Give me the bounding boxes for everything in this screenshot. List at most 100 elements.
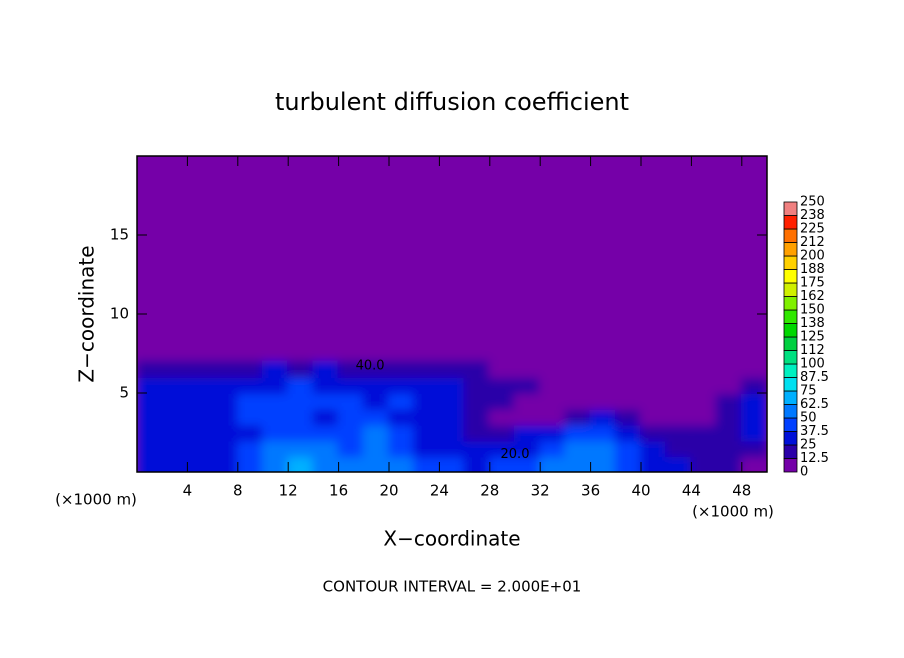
field-cell bbox=[312, 376, 340, 394]
field-cell bbox=[665, 423, 693, 442]
field-cell bbox=[614, 423, 642, 442]
x-tick-label: 48 bbox=[732, 482, 751, 500]
field-cell bbox=[262, 376, 290, 394]
field-cell bbox=[413, 439, 441, 458]
field-cell bbox=[211, 392, 239, 410]
colorbar-box bbox=[783, 444, 798, 459]
field-cell bbox=[690, 423, 718, 442]
field-cell bbox=[186, 439, 214, 458]
field-cell bbox=[564, 360, 592, 379]
field-cell bbox=[287, 455, 315, 472]
field-cell bbox=[640, 407, 668, 426]
field-cell bbox=[438, 376, 466, 394]
colorbar-label: 25 bbox=[800, 438, 817, 453]
colorbar-box bbox=[783, 417, 798, 432]
field-cell bbox=[236, 423, 264, 442]
field-cell bbox=[262, 392, 290, 410]
field-cell bbox=[438, 392, 466, 410]
field-cell bbox=[186, 392, 214, 410]
colorbar-label: 212 bbox=[800, 235, 825, 250]
field-cell bbox=[514, 455, 542, 472]
field-cell bbox=[312, 423, 340, 442]
field-cell bbox=[488, 392, 516, 410]
field-cell bbox=[589, 455, 617, 472]
colorbar-label: 250 bbox=[800, 195, 825, 210]
field-cell bbox=[740, 455, 767, 472]
field-cell bbox=[488, 439, 516, 458]
field-cell bbox=[665, 360, 693, 379]
field-cell bbox=[137, 360, 164, 379]
field-cell bbox=[539, 455, 567, 472]
field-cell bbox=[236, 439, 264, 458]
field-cell bbox=[137, 407, 164, 426]
field-cell bbox=[161, 423, 189, 442]
field-cell bbox=[413, 376, 441, 394]
field-cell bbox=[362, 439, 390, 458]
field-cell bbox=[211, 423, 239, 442]
field-cell bbox=[236, 392, 264, 410]
field-cell bbox=[463, 360, 491, 379]
colorbar-box bbox=[783, 350, 798, 365]
field-cell bbox=[488, 376, 516, 394]
field-cell bbox=[539, 407, 567, 426]
field-cell bbox=[438, 360, 466, 379]
field-cell bbox=[514, 376, 542, 394]
colorbar-label: 100 bbox=[800, 357, 825, 372]
field-cell bbox=[186, 376, 214, 394]
field-cell bbox=[161, 455, 189, 472]
x-tick-label: 40 bbox=[631, 482, 650, 500]
field-cell bbox=[413, 407, 441, 426]
colorbar-box bbox=[783, 336, 798, 351]
field-cell bbox=[312, 407, 340, 426]
field-cell bbox=[262, 407, 290, 426]
field-cell bbox=[137, 439, 164, 458]
colorbar-label: 200 bbox=[800, 249, 825, 264]
field-cell bbox=[362, 376, 390, 394]
field-cell bbox=[589, 392, 617, 410]
field-cell bbox=[589, 439, 617, 458]
colorbar-box bbox=[783, 228, 798, 243]
field-cell bbox=[715, 439, 743, 458]
colorbar-box bbox=[783, 309, 798, 324]
field-cell bbox=[715, 376, 743, 394]
field-cell bbox=[740, 360, 767, 379]
field-cell bbox=[740, 376, 767, 394]
field-cell bbox=[665, 376, 693, 394]
colorbar-label: 150 bbox=[800, 303, 825, 318]
field-cell bbox=[337, 423, 365, 442]
colorbar-label: 0 bbox=[800, 465, 808, 480]
field-cell bbox=[715, 455, 743, 472]
field-cell bbox=[715, 392, 743, 410]
field-cell bbox=[186, 423, 214, 442]
field-cell bbox=[137, 423, 164, 442]
field-cell bbox=[337, 360, 365, 379]
field-cell bbox=[388, 407, 416, 426]
field-cell bbox=[514, 423, 542, 442]
colorbar-label: 75 bbox=[800, 384, 817, 399]
field-cell bbox=[287, 407, 315, 426]
field-cell bbox=[539, 360, 567, 379]
field-cell bbox=[539, 423, 567, 442]
colorbar-label: 50 bbox=[800, 411, 817, 426]
field-cell bbox=[640, 455, 668, 472]
colorbar-label: 225 bbox=[800, 222, 825, 237]
field-cell bbox=[413, 455, 441, 472]
field-cell bbox=[438, 423, 466, 442]
colorbar-box bbox=[783, 431, 798, 446]
contour-label: 40.0 bbox=[356, 359, 385, 374]
field-cell bbox=[614, 439, 642, 458]
colorbar-box bbox=[783, 215, 798, 230]
field-cell bbox=[589, 407, 617, 426]
field-cell bbox=[137, 376, 164, 394]
colorbar-label: 175 bbox=[800, 276, 825, 291]
field-cell bbox=[514, 407, 542, 426]
field-cell bbox=[438, 455, 466, 472]
field-cell bbox=[539, 439, 567, 458]
field-cell bbox=[262, 360, 290, 379]
field-cell bbox=[488, 455, 516, 472]
field-cell bbox=[589, 360, 617, 379]
colorbar-box bbox=[783, 390, 798, 405]
colorbar-box bbox=[783, 377, 798, 392]
